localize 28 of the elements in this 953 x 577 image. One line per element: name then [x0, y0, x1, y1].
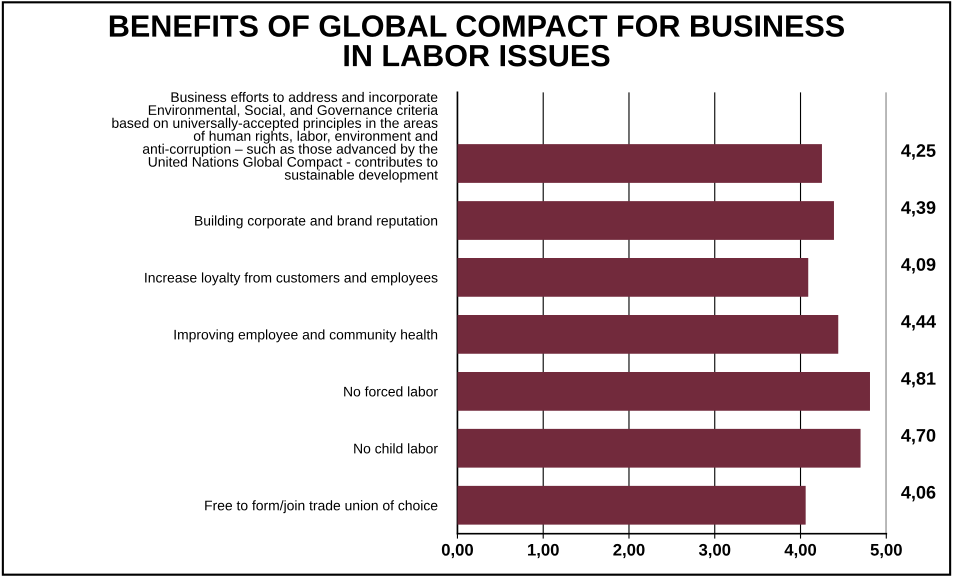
- x-tick-label: 5,00: [870, 544, 902, 558]
- y-tick-label: Business efforts to address and incorporate Environmental, Social, and Governance criteria based on universally-accepted principles in the areas of human rights, labor, environment and anti-corruption – such as those advanced by the United Nations Global Compact - contributes to sustainable development: [112, 92, 438, 182]
- y-tick-label: Free to form/join trade union of choice: [205, 500, 438, 514]
- data-label: 4,81: [901, 372, 936, 388]
- data-label: 4,39: [901, 201, 936, 217]
- bar: [457, 144, 822, 183]
- data-label: 4,06: [901, 486, 936, 502]
- data-label: 4,25: [901, 144, 936, 160]
- data-label: 4,09: [901, 258, 936, 274]
- x-tick-label: 2,00: [613, 544, 645, 558]
- bar: [457, 428, 861, 468]
- x-tick-label: 3,00: [698, 544, 730, 558]
- data-label: 4,70: [901, 428, 936, 444]
- bar: [457, 486, 806, 525]
- y-tick-label: Increase loyalty from customers and employees: [145, 272, 438, 286]
- bar: [457, 258, 808, 297]
- bar: [457, 201, 834, 240]
- bar: [457, 315, 838, 354]
- y-tick-label: No forced labor: [344, 386, 438, 397]
- x-tick-label: 1,00: [528, 544, 559, 558]
- y-tick-label: Building corporate and brand reputation: [195, 215, 438, 228]
- chart-title: BENEFITS OF GLOBAL COMPACT FOR BUSINESS IN LABOR ISSUES: [110, 15, 844, 66]
- x-tick-label: 4,00: [784, 544, 816, 558]
- x-tick-label: 0,00: [442, 544, 473, 558]
- y-tick-label: No child labor: [354, 443, 438, 454]
- data-label: 4,44: [901, 315, 936, 330]
- y-tick-label: Improving employee and community health: [174, 329, 438, 342]
- bar: [457, 372, 870, 411]
